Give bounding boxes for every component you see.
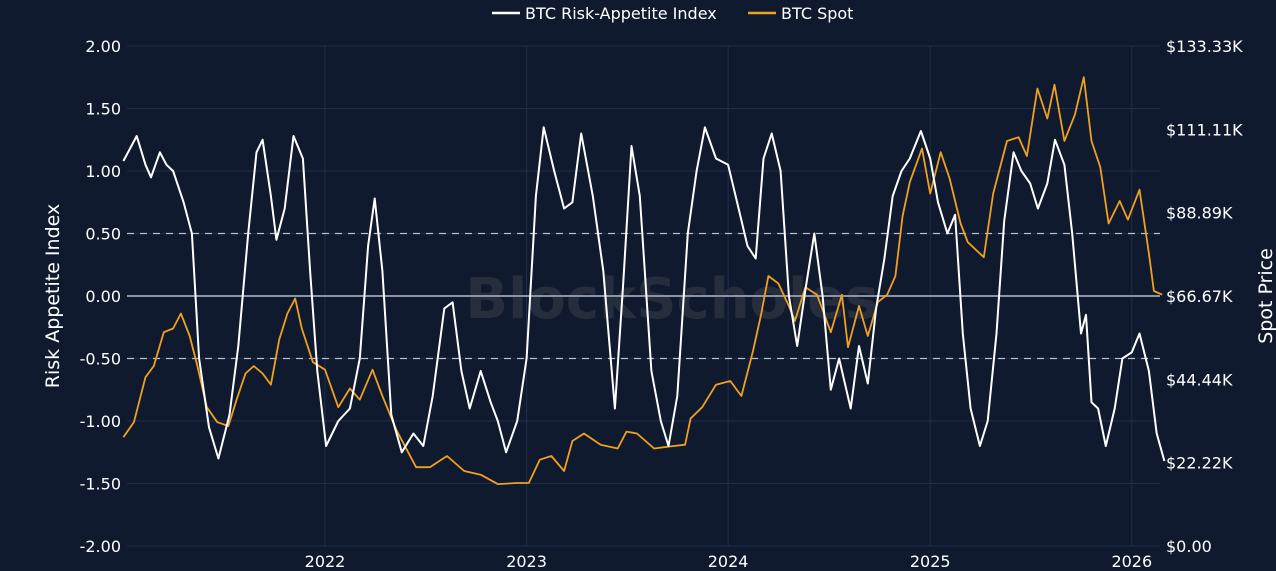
x-tick-label: 2024: [708, 552, 749, 571]
y-right-tick-label: $66.67K: [1166, 287, 1233, 306]
x-tick-label: 2022: [305, 552, 346, 571]
y-right-tick-label: $111.11K: [1166, 120, 1243, 139]
y-right-tick-label: $22.22K: [1166, 454, 1233, 473]
x-ticks: 2022 2023 2024 2025 2026: [305, 552, 1153, 571]
y-left-tick-label: 0.50: [85, 225, 121, 244]
y-left-tick-label: -2.00: [80, 537, 121, 556]
legend: BTC Risk-Appetite Index BTC Spot: [492, 4, 853, 23]
legend-label-risk-index: BTC Risk-Appetite Index: [525, 4, 717, 23]
x-tick-label: 2026: [1111, 552, 1152, 571]
x-tick-label: 2023: [506, 552, 547, 571]
y-right-tick-label: $44.44K: [1166, 370, 1233, 389]
y-left-tick-label: -1.50: [80, 475, 121, 494]
y-left-tick-label: 1.50: [85, 100, 121, 119]
series-line-risk-index: [122, 126, 1166, 462]
y-right-tick-label: $88.89K: [1166, 204, 1233, 223]
y-left-tick-label: 2.00: [85, 37, 121, 56]
series-line-btc-spot: [122, 76, 1163, 485]
y-left-tick-label: -1.00: [80, 412, 121, 431]
y-right-tick-label: $133.33K: [1166, 37, 1243, 56]
y-right-tick-label: $0.00: [1166, 537, 1212, 556]
y-left-tick-label: -0.50: [80, 350, 121, 369]
y-left-axis-title: Risk Appetite Index: [42, 204, 64, 388]
watermark: BlockScholes: [465, 267, 878, 332]
y-left-ticks: 2.00 1.50 1.00 0.50 0.00 -0.50 -1.00 -1.50 -2.00: [80, 37, 121, 556]
x-tick-label: 2025: [910, 552, 951, 571]
series-group: [122, 76, 1166, 485]
y-left-tick-label: 1.00: [85, 162, 121, 181]
y-left-tick-label: 0.00: [85, 287, 121, 306]
y-right-ticks: $133.33K $111.11K $88.89K $66.67K $44.44K $22…: [1166, 37, 1243, 556]
legend-label-btc-spot: BTC Spot: [781, 4, 853, 23]
y-right-axis-title: Spot Price: [1255, 248, 1276, 344]
